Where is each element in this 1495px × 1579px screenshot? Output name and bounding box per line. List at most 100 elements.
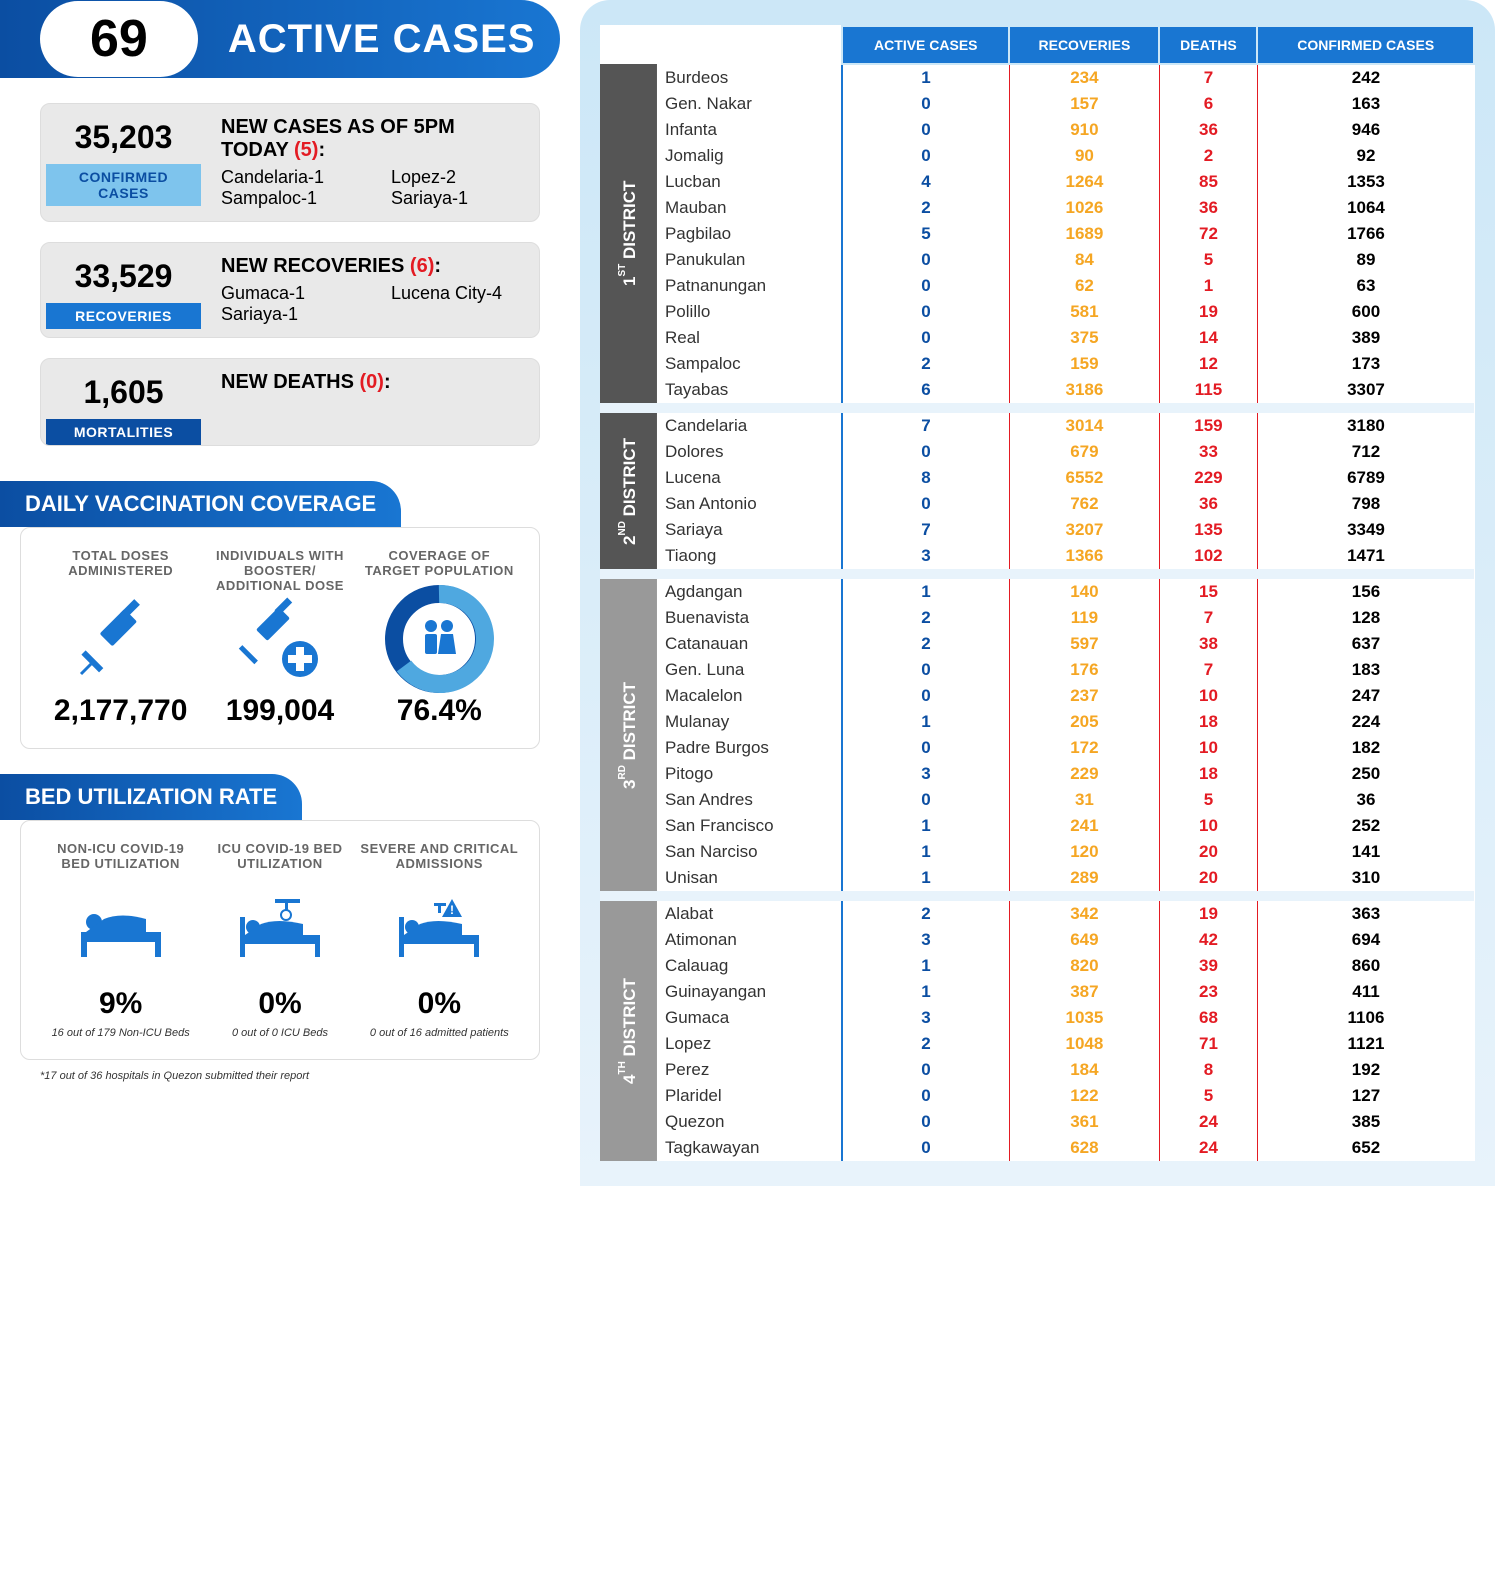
confirmed-cell: 946 <box>1257 117 1474 143</box>
municipality-cell: Lopez <box>657 1031 842 1057</box>
table-row: Patnanungan062163 <box>600 273 1474 299</box>
recoveries-cell: 762 <box>1009 491 1159 517</box>
active-cell: 2 <box>842 631 1009 657</box>
icu-label: ICU COVID-19 BED UTILIZATION <box>200 841 359 877</box>
active-cell: 6 <box>842 377 1009 403</box>
recoveries-cell: 375 <box>1009 325 1159 351</box>
bed-panel: NON-ICU COVID-19 BED UTILIZATION 9% 16 o… <box>20 820 540 1060</box>
confirmed-value: 35,203 <box>46 119 201 156</box>
active-cell: 0 <box>842 491 1009 517</box>
active-cell: 2 <box>842 351 1009 377</box>
table-row: San Antonio076236798 <box>600 491 1474 517</box>
severe-label: SEVERE AND CRITICAL ADMISSIONS <box>360 841 519 877</box>
deaths-cell: 19 <box>1159 901 1257 927</box>
deaths-cell: 20 <box>1159 865 1257 891</box>
active-cell: 1 <box>842 64 1009 91</box>
deaths-cell: 85 <box>1159 169 1257 195</box>
deaths-cell: 10 <box>1159 683 1257 709</box>
confirmed-cell: 363 <box>1257 901 1474 927</box>
municipality-cell: Candelaria <box>657 413 842 439</box>
active-cell: 1 <box>842 953 1009 979</box>
municipality-cell: Gen. Luna <box>657 657 842 683</box>
syringe-icon <box>41 584 200 694</box>
active-cell: 1 <box>842 579 1009 605</box>
nonicu-note: 16 out of 179 Non-ICU Beds <box>41 1027 200 1039</box>
nonicu-label: NON-ICU COVID-19 BED UTILIZATION <box>41 841 200 877</box>
municipality-cell: Polillo <box>657 299 842 325</box>
deaths-cell: 5 <box>1159 787 1257 813</box>
active-cell: 0 <box>842 273 1009 299</box>
deaths-cell: 36 <box>1159 491 1257 517</box>
table-row: Lucban41264851353 <box>600 169 1474 195</box>
confirmed-cell: 385 <box>1257 1109 1474 1135</box>
recoveries-cell: 3207 <box>1009 517 1159 543</box>
municipality-cell: Alabat <box>657 901 842 927</box>
municipality-cell: Calauag <box>657 953 842 979</box>
deaths-cell: 24 <box>1159 1109 1257 1135</box>
table-header: DEATHS <box>1159 26 1257 64</box>
recoveries-cell: 820 <box>1009 953 1159 979</box>
confirmed-cell: 600 <box>1257 299 1474 325</box>
municipality-cell: Padre Burgos <box>657 735 842 761</box>
recoveries-cell: 234 <box>1009 64 1159 91</box>
active-cell: 7 <box>842 517 1009 543</box>
table-row: San Francisco124110252 <box>600 813 1474 839</box>
recoveries-cell: 6552 <box>1009 465 1159 491</box>
table-row: Polillo058119600 <box>600 299 1474 325</box>
confirmed-cell: 652 <box>1257 1135 1474 1161</box>
table-row: Real037514389 <box>600 325 1474 351</box>
municipality-cell: Guinayangan <box>657 979 842 1005</box>
active-cell: 1 <box>842 865 1009 891</box>
deaths-cell: 36 <box>1159 117 1257 143</box>
deaths-cell: 36 <box>1159 195 1257 221</box>
recoveries-cell: 289 <box>1009 865 1159 891</box>
mortalities-value: 1,605 <box>46 374 201 411</box>
active-cell: 2 <box>842 195 1009 221</box>
recoveries-cell: 361 <box>1009 1109 1159 1135</box>
table-row: Pagbilao51689721766 <box>600 221 1474 247</box>
confirmed-cell: 173 <box>1257 351 1474 377</box>
municipality-cell: Pitogo <box>657 761 842 787</box>
recoveries-cell: 679 <box>1009 439 1159 465</box>
confirmed-cell: 224 <box>1257 709 1474 735</box>
deaths-cell: 1 <box>1159 273 1257 299</box>
confirmed-cell: 389 <box>1257 325 1474 351</box>
municipality-cell: San Antonio <box>657 491 842 517</box>
table-row: Unisan128920310 <box>600 865 1474 891</box>
table-row: Quezon036124385 <box>600 1109 1474 1135</box>
confirmed-cell: 242 <box>1257 64 1474 91</box>
recoveries-cell: 119 <box>1009 605 1159 631</box>
municipality-cell: Tagkawayan <box>657 1135 842 1161</box>
deaths-cell: 5 <box>1159 247 1257 273</box>
table-row: Tayabas631861153307 <box>600 377 1474 403</box>
table-row: 2ND DISTRICTCandelaria730141593180 <box>600 413 1474 439</box>
deaths-cell: 33 <box>1159 439 1257 465</box>
municipality-cell: Perez <box>657 1057 842 1083</box>
recoveries-cell: 241 <box>1009 813 1159 839</box>
svg-text:!: ! <box>450 903 454 917</box>
deaths-cell: 24 <box>1159 1135 1257 1161</box>
municipality-cell: Mauban <box>657 195 842 221</box>
table-row: 1ST DISTRICTBurdeos12347242 <box>600 64 1474 91</box>
deaths-cell: 39 <box>1159 953 1257 979</box>
deaths-cell: 159 <box>1159 413 1257 439</box>
municipality-cell: Infanta <box>657 117 842 143</box>
confirmed-cell: 127 <box>1257 1083 1474 1109</box>
table-row: Tagkawayan062824652 <box>600 1135 1474 1161</box>
deaths-cell: 102 <box>1159 543 1257 569</box>
recoveries-cell: 90 <box>1009 143 1159 169</box>
deaths-cell: 10 <box>1159 735 1257 761</box>
active-cell: 5 <box>842 221 1009 247</box>
active-cell: 3 <box>842 543 1009 569</box>
confirmed-badge: CONFIRMED CASES <box>46 164 201 206</box>
severe-note: 0 out of 16 admitted patients <box>360 1027 519 1039</box>
confirmed-cell: 156 <box>1257 579 1474 605</box>
active-cell: 0 <box>842 1057 1009 1083</box>
confirmed-cell: 1353 <box>1257 169 1474 195</box>
deaths-cell: 15 <box>1159 579 1257 605</box>
recoveries-cell: 159 <box>1009 351 1159 377</box>
icu-note: 0 out of 0 ICU Beds <box>200 1027 359 1039</box>
recoveries-cell: 176 <box>1009 657 1159 683</box>
municipality-cell: Lucena <box>657 465 842 491</box>
table-row: Atimonan364942694 <box>600 927 1474 953</box>
